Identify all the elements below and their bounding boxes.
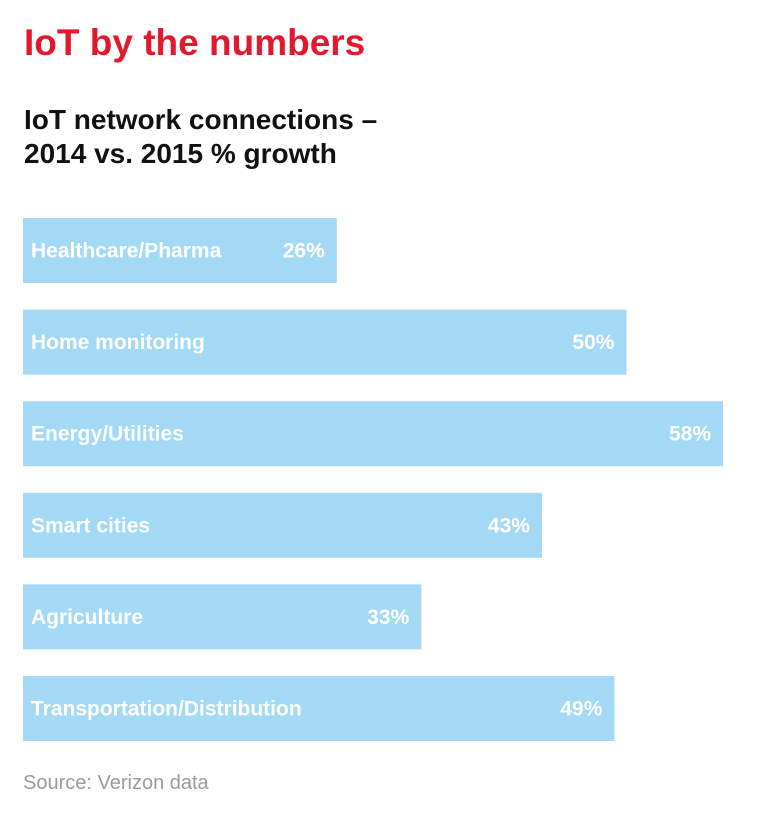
bar [23, 584, 422, 650]
bar-group: Healthcare/Pharma 26% [23, 218, 337, 283]
value-label: 26% [283, 240, 325, 263]
category-label: Agriculture [31, 606, 143, 629]
bar-group: Agriculture 33% [23, 584, 422, 650]
bar-group: Smart cities 43% [23, 492, 542, 558]
category-label: Transportation/Distribution [31, 698, 302, 721]
bar [23, 676, 615, 741]
bar-group: Transportation/Distribution 49% [23, 676, 615, 741]
subtitle-line-1: IoT network connections – [24, 104, 378, 135]
bar-group: Home monitoring 50% [23, 309, 627, 375]
bar [23, 309, 627, 375]
chart-title: IoT by the numbers [24, 22, 366, 63]
value-label: 49% [560, 698, 602, 721]
category-label: Energy/Utilities [31, 423, 184, 446]
value-label: 43% [488, 514, 530, 537]
value-label: 33% [367, 606, 409, 629]
value-label: 50% [572, 331, 614, 354]
chart-subtitle: IoT network connections – 2014 vs. 2015 … [24, 103, 377, 171]
bar [23, 492, 542, 558]
bar [23, 401, 723, 467]
category-label: Healthcare/Pharma [31, 240, 222, 263]
category-label: Smart cities [31, 514, 150, 537]
bar-group: Energy/Utilities 58% [23, 401, 723, 467]
source-note: Source: Verizon data [23, 772, 209, 794]
value-label: 58% [669, 423, 711, 446]
subtitle-line-2: 2014 vs. 2015 % growth [24, 138, 337, 169]
category-label: Home monitoring [31, 331, 205, 354]
bar [23, 218, 337, 283]
